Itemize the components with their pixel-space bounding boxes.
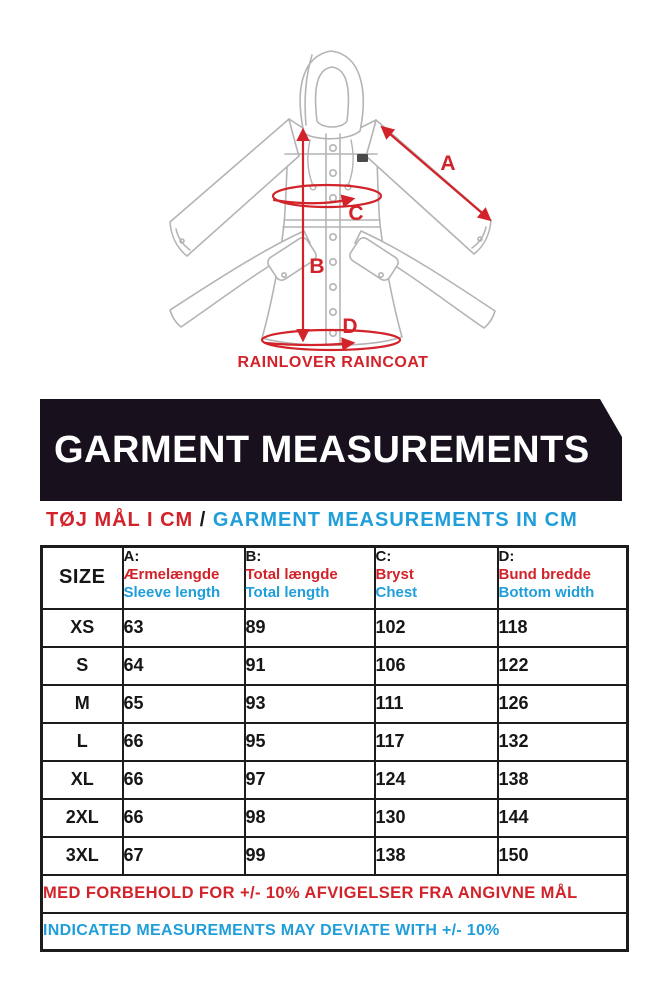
chest-label-tag bbox=[357, 154, 368, 162]
value-cell: 99 bbox=[243, 835, 376, 876]
raincoat-line-art bbox=[169, 50, 496, 347]
table-row-xl: XL 66 97 124 138 bbox=[40, 759, 629, 800]
right-arm bbox=[365, 119, 492, 255]
chest-ellipse bbox=[271, 183, 383, 209]
right-pocket-snap bbox=[377, 271, 384, 278]
value-cell: 66 bbox=[121, 721, 246, 762]
column-header-a: A: Ærmelængde Sleeve length bbox=[121, 545, 246, 610]
measurement-arrow-c bbox=[272, 194, 356, 208]
column-header-c: C: Bryst Chest bbox=[373, 545, 499, 610]
column-c-danish: Bryst bbox=[375, 566, 414, 583]
subtitle: TØJ MÅL I CM / GARMENT MEASUREMENTS IN C… bbox=[46, 509, 646, 532]
column-c-key: C: bbox=[375, 548, 392, 565]
size-cell: XS bbox=[40, 607, 124, 648]
value-cell: 106 bbox=[373, 645, 499, 686]
footnote-english-row: INDICATED MEASUREMENTS MAY DEVIATE WITH … bbox=[40, 911, 629, 952]
footnote-danish-row: MED FORBEHOLD FOR +/- 10% AFVIGELSER FRA… bbox=[40, 873, 629, 914]
size-cell: S bbox=[40, 645, 124, 686]
measure-label-b: B bbox=[309, 255, 324, 278]
value-cell: 122 bbox=[496, 645, 629, 686]
value-cell: 126 bbox=[496, 683, 629, 724]
size-cell: 3XL bbox=[40, 835, 124, 876]
raincoat-diagram: A B C D bbox=[169, 50, 496, 352]
page-title: GARMENT MEASUREMENTS bbox=[54, 428, 590, 471]
table-row-2xl: 2XL 66 98 130 144 bbox=[40, 797, 629, 838]
measure-label-a: A bbox=[440, 152, 455, 175]
right-cuff-seam bbox=[471, 226, 487, 249]
column-header-b: B: Total længde Total length bbox=[243, 545, 376, 610]
measurement-overlay: A B C D bbox=[260, 125, 492, 352]
subtitle-english: GARMENT MEASUREMENTS IN CM bbox=[212, 509, 578, 531]
value-cell: 66 bbox=[121, 759, 246, 800]
front-buttons bbox=[328, 144, 337, 337]
measurement-arrow-d bbox=[263, 337, 356, 351]
column-b-key: B: bbox=[245, 548, 262, 565]
value-cell: 117 bbox=[373, 721, 499, 762]
value-cell: 67 bbox=[121, 835, 246, 876]
value-cell: 98 bbox=[243, 797, 376, 838]
left-pocket-snap bbox=[280, 271, 287, 278]
header-row: SIZE A: Ærmelængde Sleeve length B: Tota… bbox=[40, 545, 629, 610]
measurement-arrow-a bbox=[380, 125, 492, 222]
size-cell: L bbox=[40, 721, 124, 762]
diagram-caption: RAINLOVER RAINCOAT bbox=[237, 354, 429, 371]
value-cell: 118 bbox=[496, 607, 629, 648]
value-cell: 102 bbox=[373, 607, 499, 648]
column-a-english: Sleeve length bbox=[123, 584, 221, 601]
value-cell: 132 bbox=[496, 721, 629, 762]
subtitle-separator: / bbox=[199, 509, 207, 531]
value-cell: 89 bbox=[243, 607, 376, 648]
value-cell: 93 bbox=[243, 683, 376, 724]
table-row-3xl: 3XL 67 99 138 150 bbox=[40, 835, 629, 876]
left-cuff-seam bbox=[175, 228, 191, 251]
value-cell: 138 bbox=[373, 835, 499, 876]
value-cell: 63 bbox=[121, 607, 246, 648]
size-cell: M bbox=[40, 683, 124, 724]
column-a-key: A: bbox=[123, 548, 140, 565]
column-d-key: D: bbox=[498, 548, 515, 565]
column-header-size: SIZE bbox=[40, 545, 124, 610]
value-cell: 64 bbox=[121, 645, 246, 686]
column-b-danish: Total længde bbox=[245, 566, 338, 583]
table-row-s: S 64 91 106 122 bbox=[40, 645, 629, 686]
value-cell: 97 bbox=[243, 759, 376, 800]
table-row-xs: XS 63 89 102 118 bbox=[40, 607, 629, 648]
footnote-english: INDICATED MEASUREMENTS MAY DEVIATE WITH … bbox=[40, 911, 629, 952]
hood-opening bbox=[314, 66, 350, 128]
column-d-english: Bottom width bbox=[498, 584, 595, 601]
bottom-ellipse bbox=[260, 328, 402, 352]
left-cuff-button bbox=[179, 238, 185, 244]
value-cell: 65 bbox=[121, 683, 246, 724]
measurements-table: SIZE A: Ærmelængde Sleeve length B: Tota… bbox=[40, 545, 629, 952]
table-row-l: L 66 95 117 132 bbox=[40, 721, 629, 762]
column-d-danish: Bund bredde bbox=[498, 566, 592, 583]
table-row-m: M 65 93 111 126 bbox=[40, 683, 629, 724]
column-c-english: Chest bbox=[375, 584, 418, 601]
value-cell: 130 bbox=[373, 797, 499, 838]
column-header-d: D: Bund bredde Bottom width bbox=[496, 545, 629, 610]
right-pocket bbox=[349, 237, 399, 281]
value-cell: 144 bbox=[496, 797, 629, 838]
right-cuff-button bbox=[477, 236, 483, 242]
size-cell: 2XL bbox=[40, 797, 124, 838]
value-cell: 91 bbox=[243, 645, 376, 686]
value-cell: 95 bbox=[243, 721, 376, 762]
measure-label-d: D bbox=[342, 315, 357, 338]
hood-seam bbox=[304, 54, 313, 126]
size-cell: XL bbox=[40, 759, 124, 800]
value-cell: 150 bbox=[496, 835, 629, 876]
footnote-danish: MED FORBEHOLD FOR +/- 10% AFVIGELSER FRA… bbox=[40, 873, 629, 914]
left-arm bbox=[169, 118, 300, 257]
measure-label-c: C bbox=[348, 202, 363, 225]
value-cell: 111 bbox=[373, 683, 499, 724]
header-banner: GARMENT MEASUREMENTS bbox=[40, 399, 622, 501]
column-b-english: Total length bbox=[245, 584, 330, 601]
subtitle-danish: TØJ MÅL I CM bbox=[46, 509, 194, 531]
column-a-danish: Ærmelængde bbox=[123, 566, 220, 583]
value-cell: 66 bbox=[121, 797, 246, 838]
value-cell: 138 bbox=[496, 759, 629, 800]
value-cell: 124 bbox=[373, 759, 499, 800]
